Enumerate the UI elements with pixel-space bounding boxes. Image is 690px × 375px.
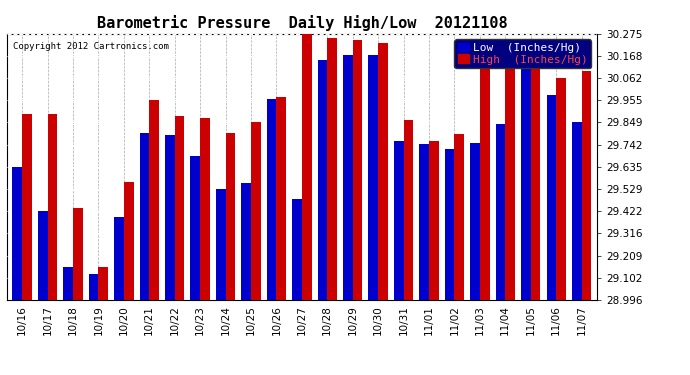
Bar xyxy=(89,274,99,300)
Bar xyxy=(480,68,489,300)
Bar xyxy=(12,167,22,300)
Bar xyxy=(394,141,404,300)
Bar xyxy=(73,208,83,300)
Bar xyxy=(139,133,149,300)
Bar xyxy=(277,97,286,300)
Bar xyxy=(521,64,531,300)
Title: Barometric Pressure  Daily High/Low  20121108: Barometric Pressure Daily High/Low 20121… xyxy=(97,15,507,31)
Bar xyxy=(455,134,464,300)
Bar xyxy=(124,182,134,300)
Bar xyxy=(38,211,48,300)
Bar xyxy=(115,217,124,300)
Legend: Low  (Inches/Hg), High  (Inches/Hg): Low (Inches/Hg), High (Inches/Hg) xyxy=(454,39,591,68)
Text: Copyright 2012 Cartronics.com: Copyright 2012 Cartronics.com xyxy=(13,42,168,51)
Bar xyxy=(470,143,480,300)
Bar xyxy=(546,95,556,300)
Bar xyxy=(317,60,327,300)
Bar xyxy=(445,149,455,300)
Bar xyxy=(531,68,540,300)
Bar xyxy=(175,116,184,300)
Bar xyxy=(572,122,582,300)
Bar xyxy=(378,43,388,300)
Bar xyxy=(165,135,175,300)
Bar xyxy=(99,267,108,300)
Bar xyxy=(368,55,378,300)
Bar xyxy=(327,38,337,300)
Bar xyxy=(404,120,413,300)
Bar xyxy=(63,267,73,300)
Bar xyxy=(582,71,591,300)
Bar xyxy=(353,40,362,300)
Bar xyxy=(200,118,210,300)
Bar xyxy=(226,133,235,300)
Bar xyxy=(495,124,505,300)
Bar xyxy=(302,34,312,300)
Bar xyxy=(251,122,261,300)
Bar xyxy=(190,156,200,300)
Bar xyxy=(429,141,439,300)
Bar xyxy=(420,144,429,300)
Bar xyxy=(149,100,159,300)
Bar xyxy=(556,78,566,300)
Bar xyxy=(292,199,302,300)
Bar xyxy=(22,114,32,300)
Bar xyxy=(505,56,515,300)
Bar xyxy=(241,183,251,300)
Bar xyxy=(343,55,353,300)
Bar xyxy=(48,114,57,300)
Bar xyxy=(216,189,226,300)
Bar xyxy=(267,99,277,300)
